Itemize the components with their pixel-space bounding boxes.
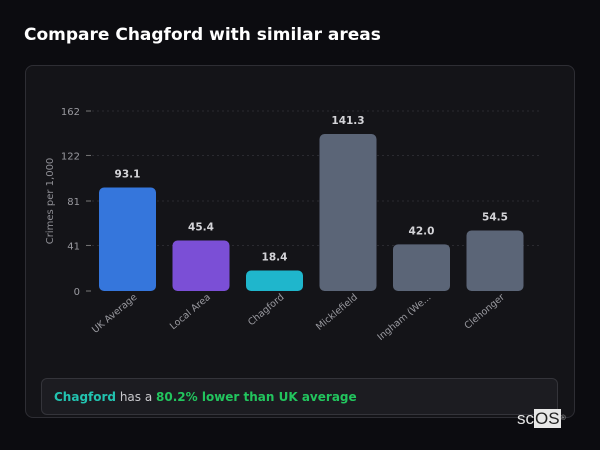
summary-stat: 80.2% lower than UK average [156,390,357,404]
data-label: 141.3 [331,115,364,127]
bar-3 [319,134,377,291]
bar-0 [99,187,156,291]
y-axis-label: Crimes per 1,000 [45,158,56,245]
summary-box: Chagford has a 80.2% lower than UK avera… [41,378,558,415]
logo-text-a: sc [517,409,534,428]
x-tick-label: Ingham (We... [375,292,433,343]
x-tick-label: Chagford [246,292,286,328]
scos-logo: scOS® [517,409,566,428]
data-label: 42.0 [409,225,435,237]
page-title: Compare Chagford with similar areas [24,25,381,45]
data-label: 93.1 [115,169,141,181]
bar-2 [246,270,303,291]
summary-place: Chagford [54,390,117,404]
y-tick-label: 41 [67,241,80,252]
x-tick-label: Local Area [168,292,213,332]
y-tick-label: 0 [74,287,80,298]
summary-middle: has a [116,390,157,404]
logo-text-b: OS [534,409,561,428]
y-tick-label: 122 [61,151,80,162]
data-label: 45.4 [188,222,214,234]
logo-mark: ® [560,415,566,422]
data-label: 54.5 [482,211,508,223]
y-tick-label: 81 [67,197,80,208]
x-tick-label: UK Average [90,292,139,336]
y-tick-label: 162 [61,107,80,118]
data-label: 18.4 [262,252,288,264]
x-tick-label: Clehonger [463,292,507,332]
x-tick-label: Micklefield [314,292,360,333]
bar-1 [172,240,230,291]
bar-5 [466,230,524,291]
bar-4 [393,244,450,291]
